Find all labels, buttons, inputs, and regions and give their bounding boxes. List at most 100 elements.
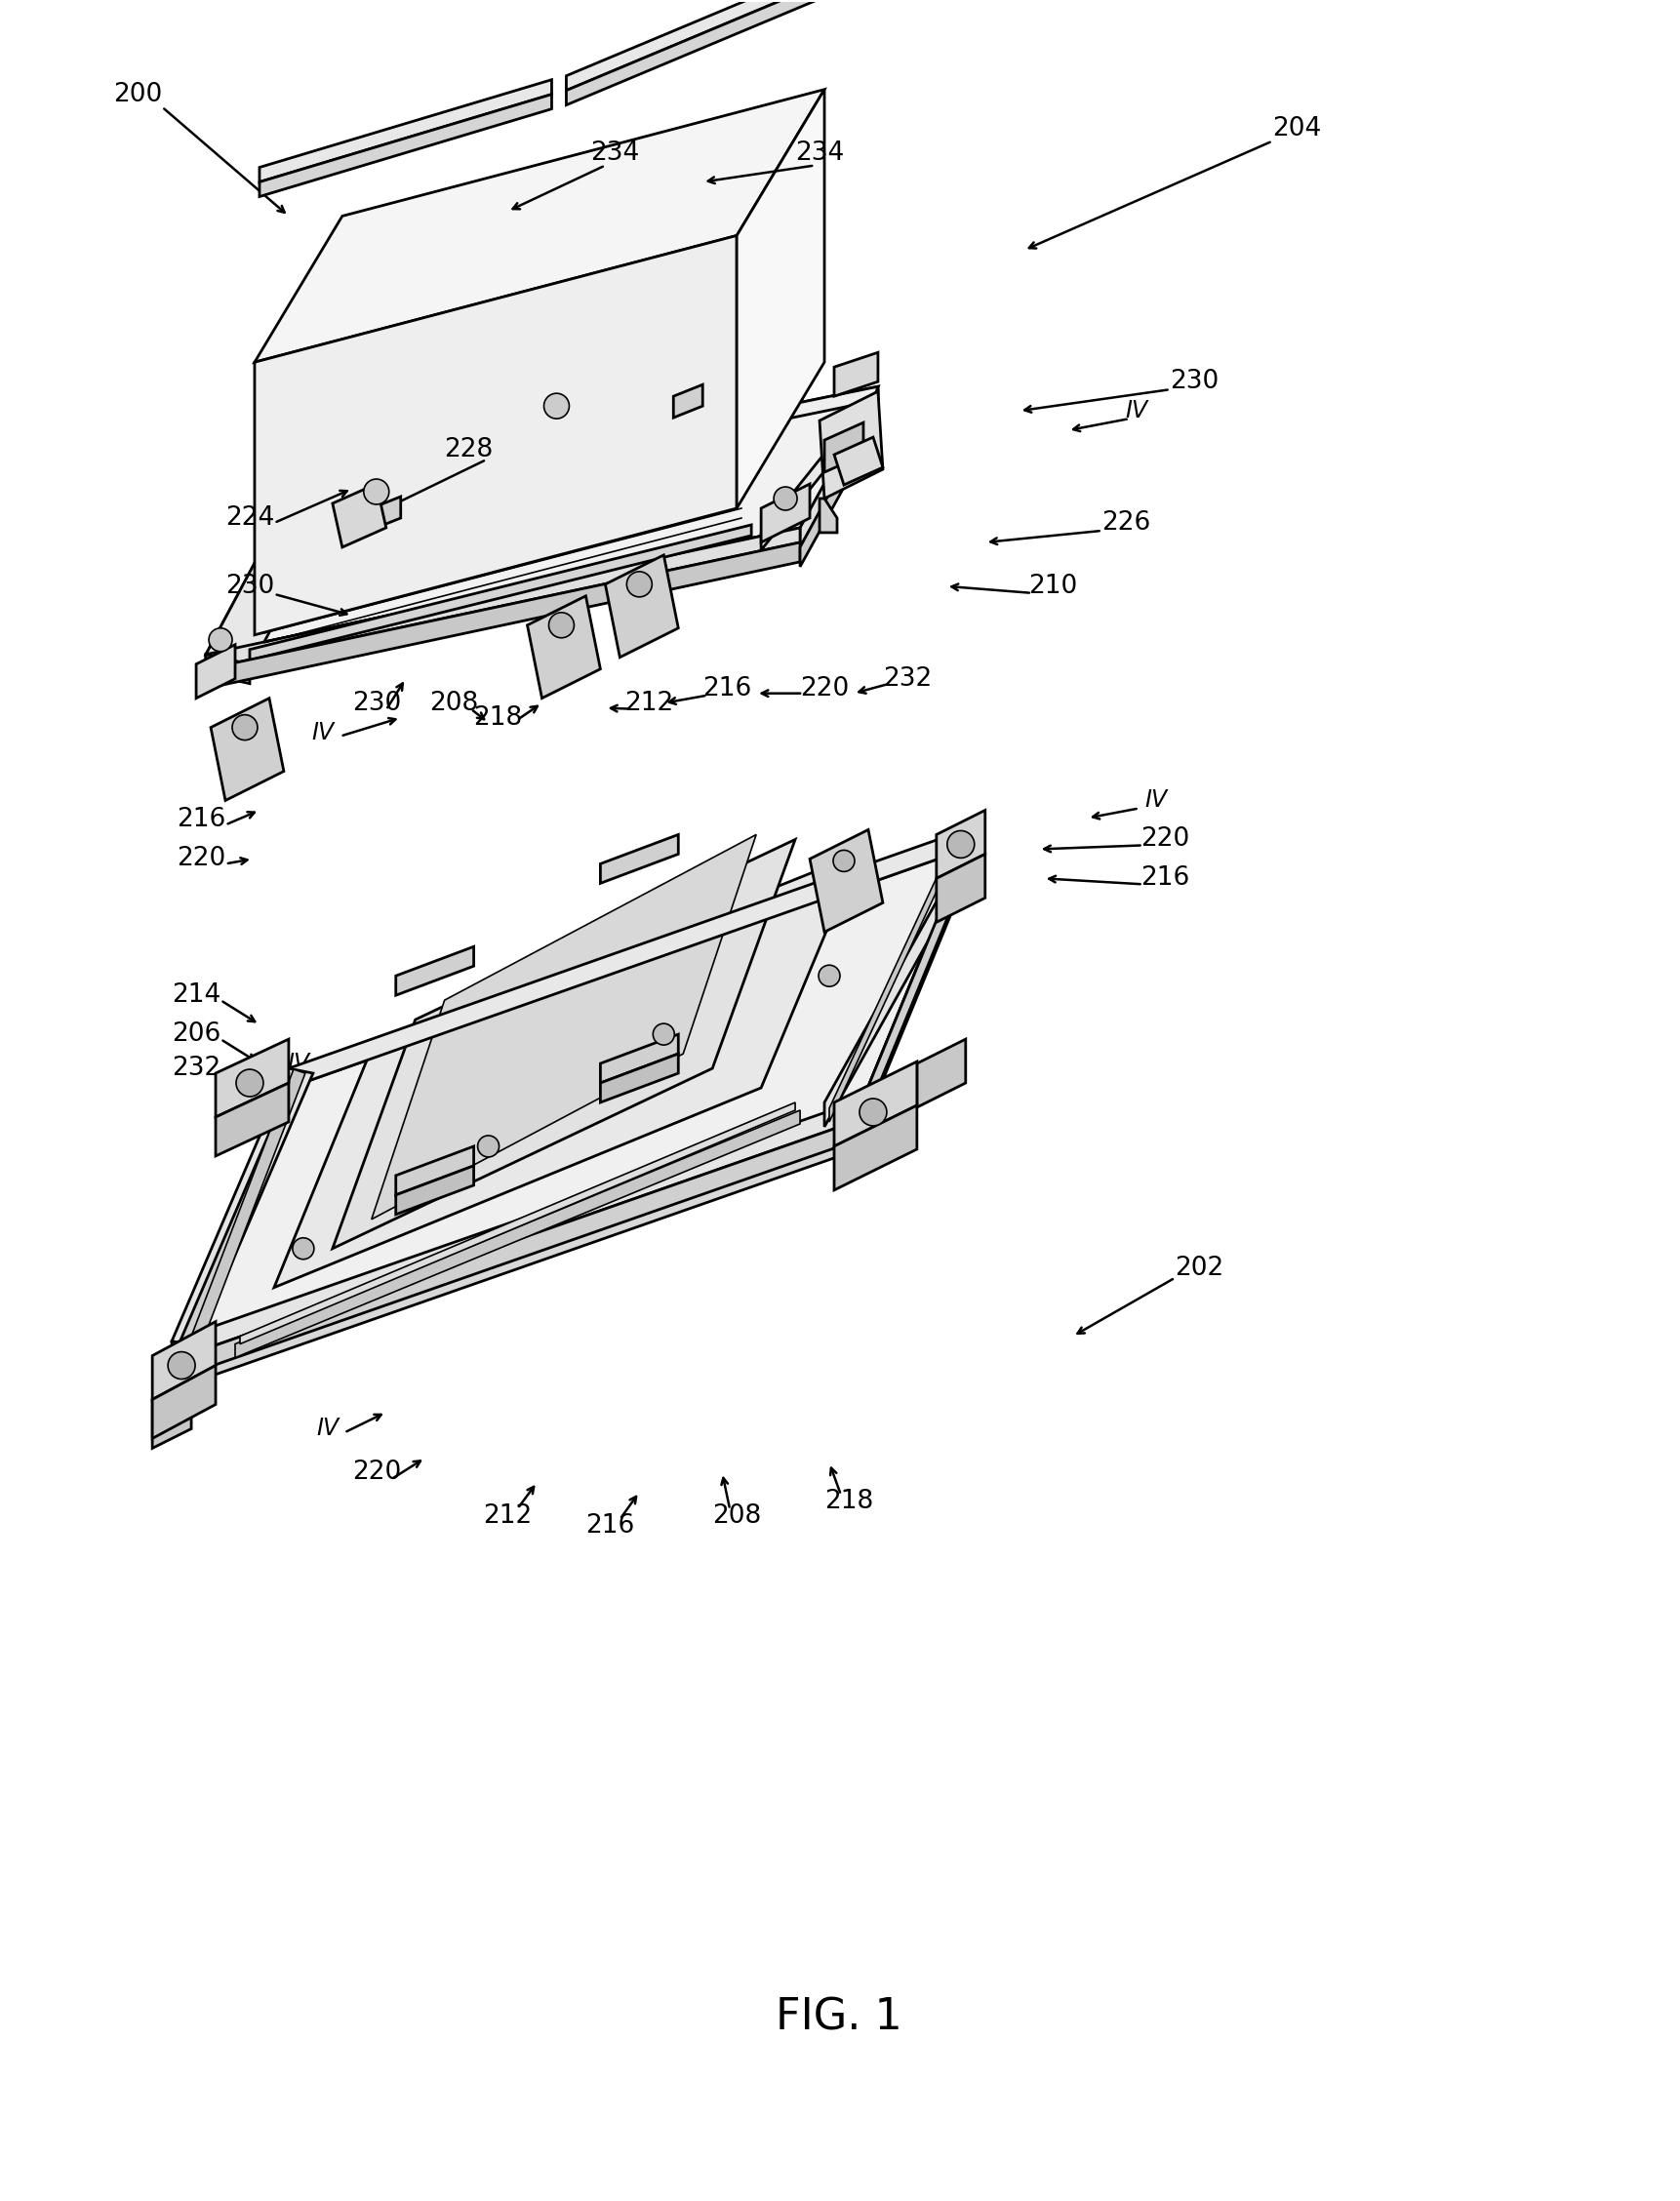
Polygon shape	[171, 850, 966, 1360]
Text: 230: 230	[225, 574, 274, 599]
Polygon shape	[738, 90, 825, 508]
Text: 220: 220	[176, 845, 225, 872]
Polygon shape	[207, 654, 250, 685]
Text: 220: 220	[800, 676, 848, 702]
Polygon shape	[835, 1061, 917, 1147]
Text: 218: 218	[825, 1490, 874, 1514]
Polygon shape	[820, 500, 837, 533]
Text: 226: 226	[1102, 511, 1151, 535]
Text: 202: 202	[1174, 1255, 1225, 1281]
Circle shape	[544, 394, 570, 418]
Polygon shape	[674, 385, 702, 418]
Polygon shape	[171, 1087, 289, 1384]
Polygon shape	[396, 1147, 474, 1195]
Polygon shape	[605, 555, 679, 658]
Circle shape	[774, 486, 796, 511]
Polygon shape	[153, 1380, 192, 1448]
Circle shape	[818, 964, 840, 986]
Polygon shape	[333, 484, 386, 548]
Text: 220: 220	[351, 1459, 402, 1486]
Circle shape	[168, 1351, 195, 1380]
Polygon shape	[250, 524, 751, 660]
Text: IV: IV	[1144, 788, 1168, 812]
Polygon shape	[207, 528, 800, 669]
Polygon shape	[171, 1123, 853, 1380]
Polygon shape	[235, 1109, 800, 1358]
Text: FIG. 1: FIG. 1	[776, 1996, 902, 2038]
Text: 220: 220	[1141, 828, 1189, 852]
Polygon shape	[830, 856, 946, 1123]
Polygon shape	[171, 1067, 312, 1347]
Polygon shape	[566, 0, 825, 90]
Polygon shape	[396, 946, 474, 995]
Polygon shape	[371, 497, 402, 530]
Text: IV: IV	[287, 1052, 309, 1076]
Text: 208: 208	[712, 1503, 761, 1530]
Polygon shape	[528, 596, 600, 698]
Text: 228: 228	[445, 438, 494, 462]
Polygon shape	[259, 95, 551, 196]
Polygon shape	[820, 392, 884, 500]
Text: 212: 212	[625, 691, 674, 715]
Circle shape	[627, 572, 652, 596]
Polygon shape	[800, 387, 879, 548]
Text: 212: 212	[484, 1503, 533, 1530]
Text: IV: IV	[311, 720, 334, 744]
Circle shape	[833, 850, 855, 872]
Text: 200: 200	[113, 81, 163, 108]
Text: 234: 234	[795, 141, 843, 165]
Text: 216: 216	[702, 676, 751, 702]
Polygon shape	[835, 352, 879, 396]
Circle shape	[477, 1136, 499, 1158]
Text: 204: 204	[1272, 117, 1322, 141]
Circle shape	[237, 1070, 264, 1096]
Text: 216: 216	[586, 1514, 635, 1538]
Text: 208: 208	[430, 691, 479, 715]
Polygon shape	[600, 1054, 679, 1103]
Polygon shape	[171, 1123, 853, 1389]
Polygon shape	[825, 850, 966, 1127]
Polygon shape	[936, 810, 984, 878]
Polygon shape	[240, 1103, 795, 1345]
Polygon shape	[207, 528, 800, 674]
Text: 216: 216	[1141, 865, 1189, 891]
Text: 230: 230	[1169, 370, 1220, 394]
Polygon shape	[761, 484, 810, 541]
Polygon shape	[853, 850, 966, 1147]
Polygon shape	[333, 839, 795, 1248]
Polygon shape	[396, 1167, 474, 1215]
Circle shape	[860, 1098, 887, 1127]
Text: 232: 232	[882, 667, 932, 691]
Polygon shape	[835, 438, 884, 484]
Polygon shape	[600, 1034, 679, 1083]
Polygon shape	[835, 1105, 917, 1191]
Circle shape	[232, 715, 257, 740]
Polygon shape	[207, 387, 879, 654]
Polygon shape	[274, 854, 858, 1288]
Circle shape	[208, 627, 232, 651]
Text: 234: 234	[590, 141, 640, 165]
Polygon shape	[800, 405, 879, 566]
Polygon shape	[171, 1103, 853, 1360]
Circle shape	[549, 612, 575, 638]
Text: 214: 214	[171, 982, 220, 1008]
Polygon shape	[600, 834, 679, 883]
Polygon shape	[853, 850, 966, 1151]
Polygon shape	[153, 1321, 215, 1400]
Polygon shape	[207, 541, 800, 689]
Polygon shape	[810, 830, 884, 931]
Polygon shape	[215, 1083, 289, 1156]
Polygon shape	[289, 830, 966, 1087]
Polygon shape	[279, 387, 879, 524]
Text: 216: 216	[176, 808, 225, 832]
Text: 218: 218	[474, 704, 522, 731]
Polygon shape	[210, 698, 284, 801]
Polygon shape	[825, 423, 864, 473]
Polygon shape	[371, 834, 756, 1219]
Polygon shape	[197, 645, 235, 698]
Text: 232: 232	[171, 1056, 220, 1081]
Polygon shape	[192, 1070, 306, 1340]
Circle shape	[948, 830, 974, 858]
Text: 230: 230	[351, 691, 402, 715]
Polygon shape	[936, 854, 984, 922]
